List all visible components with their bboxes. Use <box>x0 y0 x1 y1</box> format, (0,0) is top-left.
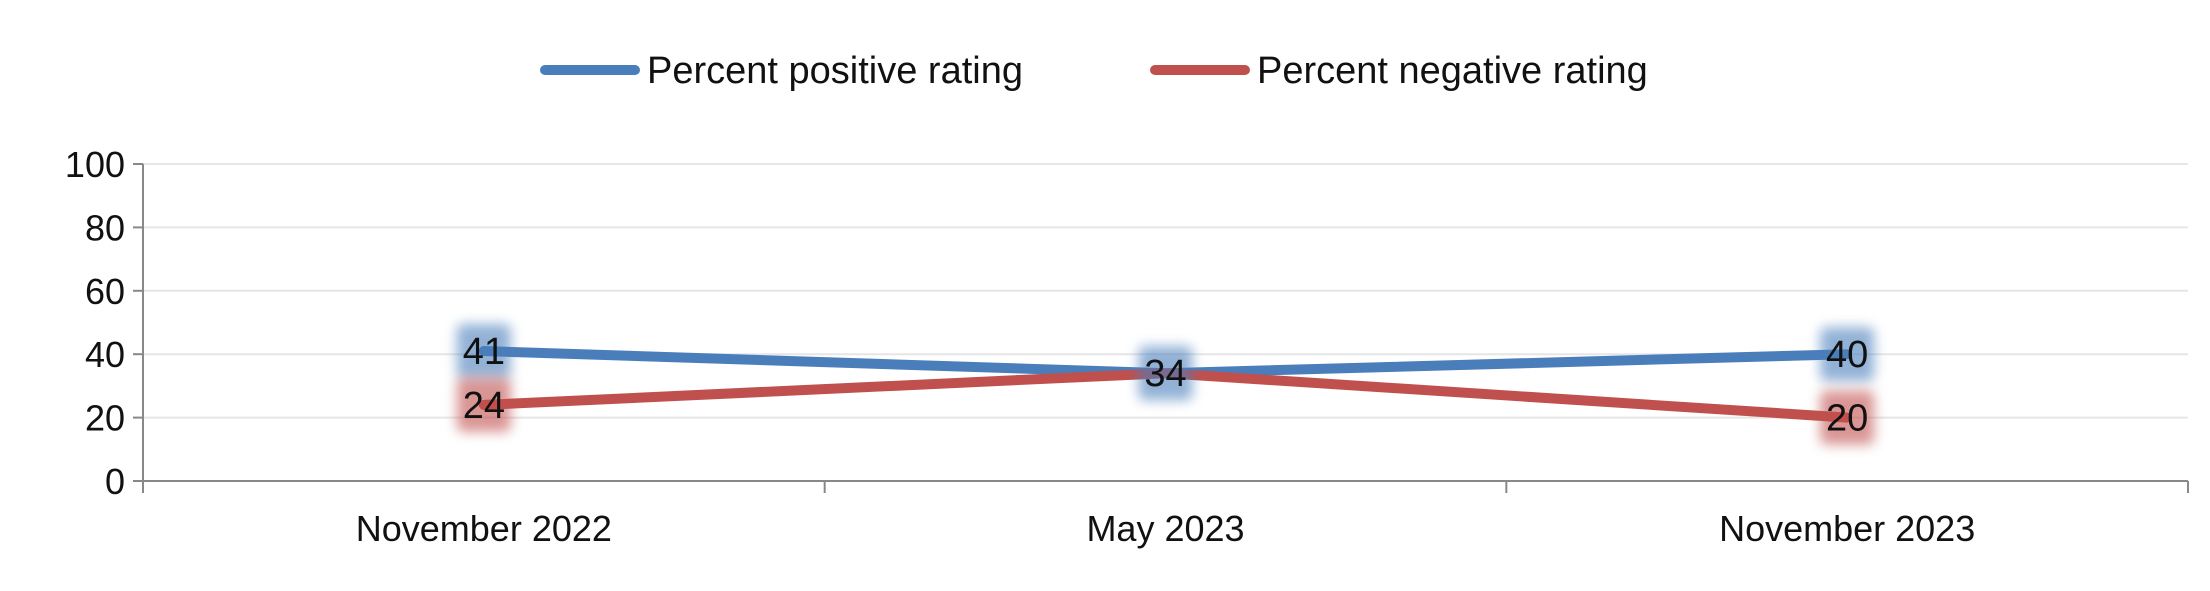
y-tick-label: 20 <box>85 398 125 439</box>
data-label-glow <box>1820 390 1875 445</box>
y-tick-label: 100 <box>65 144 125 185</box>
data-label: 24 <box>463 385 505 427</box>
y-tick-label: 60 <box>85 271 125 312</box>
data-label: 40 <box>1826 334 1868 376</box>
data-label: 41 <box>463 331 505 373</box>
legend-item-positive: Percent positive rating <box>540 50 1023 92</box>
y-tick-label: 40 <box>85 334 125 375</box>
x-tick-label: May 2023 <box>1086 508 1244 549</box>
data-label-glow <box>1820 327 1875 382</box>
legend-item-negative: Percent negative rating <box>1150 50 1648 92</box>
plot-area: 0 20 40 60 80 100 November 2022 May 2023 Novembe… <box>65 144 2189 549</box>
data-label-glow <box>456 377 511 432</box>
legend-label-positive: Percent positive rating <box>647 50 1023 92</box>
data-label: 20 <box>1826 398 1868 440</box>
legend-label-negative: Percent negative rating <box>1257 50 1648 92</box>
data-label: 34 <box>1144 353 1186 395</box>
x-tick-label: November 2022 <box>356 508 612 549</box>
y-tick-label: 0 <box>105 461 125 502</box>
data-label-glow <box>1138 346 1193 401</box>
x-tick-label: November 2023 <box>1719 508 1975 549</box>
data-label-glow <box>456 324 511 379</box>
y-tick-label: 80 <box>85 207 125 248</box>
legend: Percent positive rating Percent negative… <box>540 50 1648 92</box>
